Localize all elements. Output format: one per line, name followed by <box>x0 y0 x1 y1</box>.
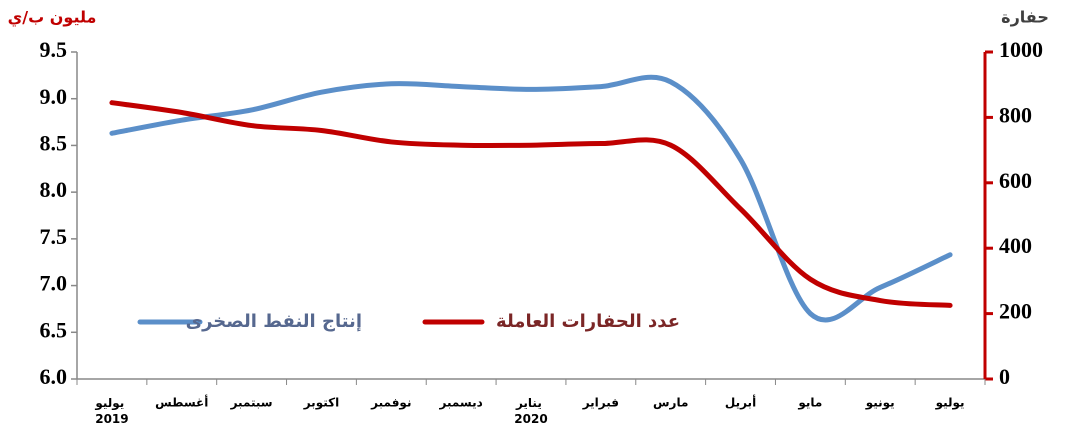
y2-tick-label: 200 <box>999 299 1032 324</box>
x-tick-label: يوليو 2019 <box>94 396 128 426</box>
x-tick-label: مارس <box>653 396 688 410</box>
y-tick-label: 6.0 <box>40 364 68 389</box>
x-tick-label: فبراير <box>582 396 619 410</box>
y2-tick-label: 400 <box>999 233 1032 258</box>
y2-tick-label: 0 <box>999 364 1010 389</box>
x-tick-label: سبتمبر <box>230 396 273 410</box>
x-tick-label: مايو <box>797 396 822 411</box>
x-tick-label: يوليو <box>935 396 965 411</box>
y-tick-label: 9.5 <box>40 37 68 62</box>
y-tick-label: 6.5 <box>40 317 68 342</box>
series-line <box>109 100 953 308</box>
x-tick-label: يونيو <box>865 396 895 411</box>
y-tick-label: 9.0 <box>40 84 68 109</box>
x-tick-label: ديسمبر <box>439 396 483 410</box>
x-tick-label: أغسطس <box>155 395 208 410</box>
y-tick-label: 8.0 <box>40 177 68 202</box>
legend-label: إنتاج النفط الصخرى <box>186 311 362 332</box>
y-tick-label: 7.5 <box>40 224 68 249</box>
y2-tick-label: 1000 <box>999 37 1043 62</box>
y2-tick-label: 800 <box>999 102 1032 127</box>
y2-tick-label: 600 <box>999 168 1032 193</box>
x-tick-label: أبريل <box>725 395 756 410</box>
legend-label: عدد الحفارات العاملة <box>496 311 680 332</box>
series-line <box>109 74 953 323</box>
x-tick-label: اكتوبر <box>303 396 339 411</box>
y-axis-title: مليون ب/ي <box>8 8 97 28</box>
x-tick-label: نوفمبر <box>370 396 411 411</box>
y-tick-label: 8.5 <box>40 130 68 155</box>
y2-axis-title: حفارة <box>1001 8 1049 27</box>
y-tick-label: 7.0 <box>40 271 68 296</box>
x-tick-label: يناير 2020 <box>514 396 547 426</box>
